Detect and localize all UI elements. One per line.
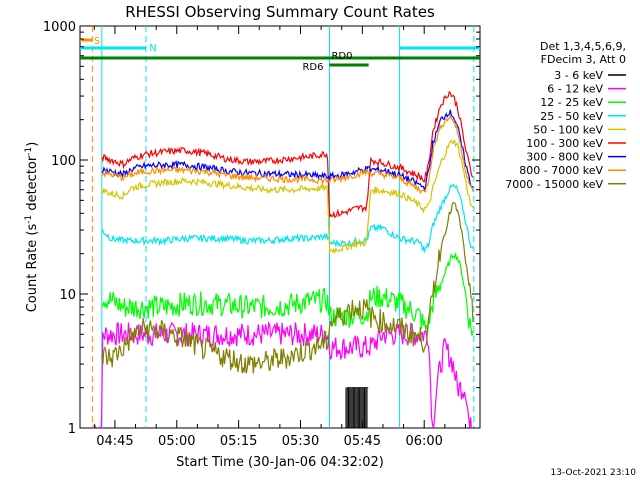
plot-frame [79, 25, 481, 429]
flag-label-n: N [149, 43, 156, 54]
legend-label-2: 6 - 12 keV [547, 83, 603, 96]
y-axis: 1 10 100 1000 [43, 20, 480, 437]
x-tick-label-0515: 05:15 [220, 434, 257, 449]
y-tick-label-1: 1 [68, 422, 76, 437]
y-axis-label: Count Rate (s-1 detector-1) [24, 142, 40, 313]
series-line-2 [93, 321, 472, 428]
x-tick-label-0545: 05:45 [344, 434, 381, 449]
x-tick-label-0445: 04:45 [96, 434, 133, 449]
legend-label-6: 100 - 300 keV [526, 137, 603, 150]
x-axis: 04:45 05:00 05:15 05:30 05:45 06:00 [93, 26, 466, 449]
y-tick-label-1000: 1000 [43, 20, 76, 35]
series-line-3-6-kev [345, 387, 369, 428]
legend-label-5: 50 - 100 keV [533, 123, 603, 136]
flag-label-s: S [94, 36, 100, 47]
series-line-6 [101, 90, 474, 218]
series-line-5 [101, 139, 474, 255]
series-line-9 [101, 201, 474, 374]
x-tick-label-0500: 05:00 [158, 434, 195, 449]
series-line-7 [101, 109, 474, 193]
legend: Det 1,3,4,5,6,9, FDecim 3, Att 0 3 - 6 k… [505, 40, 626, 191]
chart-title: RHESSI Observing Summary Count Rates [125, 3, 435, 21]
series-line-4 [101, 183, 474, 254]
x-tick-label-0530: 05:30 [282, 434, 319, 449]
legend-label-3: 12 - 25 keV [540, 96, 603, 109]
plot-area [80, 26, 480, 428]
generation-timestamp: 13-Oct-2021 23:10 [551, 468, 637, 478]
legend-label-9: 7000 - 15000 keV [505, 178, 603, 191]
series-line-8 [101, 114, 474, 195]
legend-label-7: 300 - 800 keV [526, 151, 603, 164]
x-tick-label-0600: 06:00 [405, 434, 442, 449]
x-axis-label: Start Time (30-Jan-06 04:32:02) [176, 455, 384, 470]
legend-header-line-1: Det 1,3,4,5,6,9, [540, 40, 626, 53]
legend-label-1: 3 - 6 keV [554, 69, 603, 82]
legend-header-line-2: FDecim 3, Att 0 [541, 53, 626, 66]
legend-label-8: 800 - 7000 keV [519, 164, 603, 177]
y-tick-label-10: 10 [59, 288, 76, 303]
y-tick-label-100: 100 [51, 154, 76, 169]
flag-label-rd0: RD0 [331, 51, 352, 62]
legend-label-4: 25 - 50 keV [540, 110, 603, 123]
series-line-3 [101, 252, 474, 336]
flag-label-rd6: RD6 [302, 62, 323, 73]
